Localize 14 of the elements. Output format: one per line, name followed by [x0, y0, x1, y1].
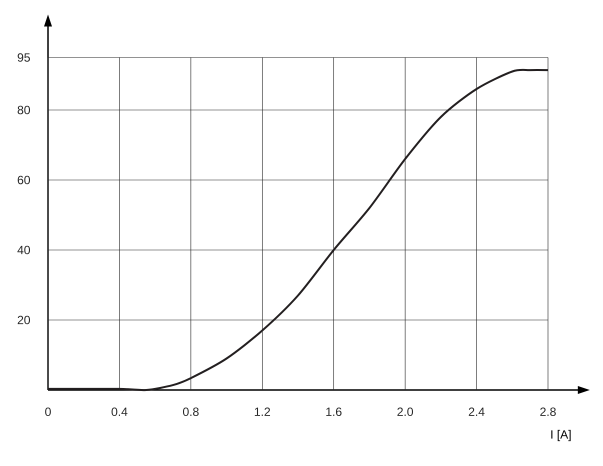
- x-tick-label: 2.0: [397, 408, 414, 416]
- x-tick-label: 0.8: [182, 408, 199, 416]
- x-tick-label: 1.2: [254, 408, 270, 416]
- x-tick-label: 0: [45, 408, 51, 416]
- x-axis-title: I [A]: [551, 430, 571, 442]
- y-tick-label: 20: [18, 316, 30, 324]
- x-tick-label: 2.4: [468, 408, 485, 416]
- y-tick-label: 40: [17, 246, 30, 254]
- y-tick-label: 80: [18, 106, 30, 114]
- x-tick-label: 0.4: [112, 408, 128, 416]
- y-tick-label: 95: [18, 53, 30, 62]
- x-tick-label: 2.8: [540, 408, 556, 416]
- x-tick-label: 1.6: [326, 408, 342, 416]
- y-tick-label: 60: [18, 176, 30, 184]
